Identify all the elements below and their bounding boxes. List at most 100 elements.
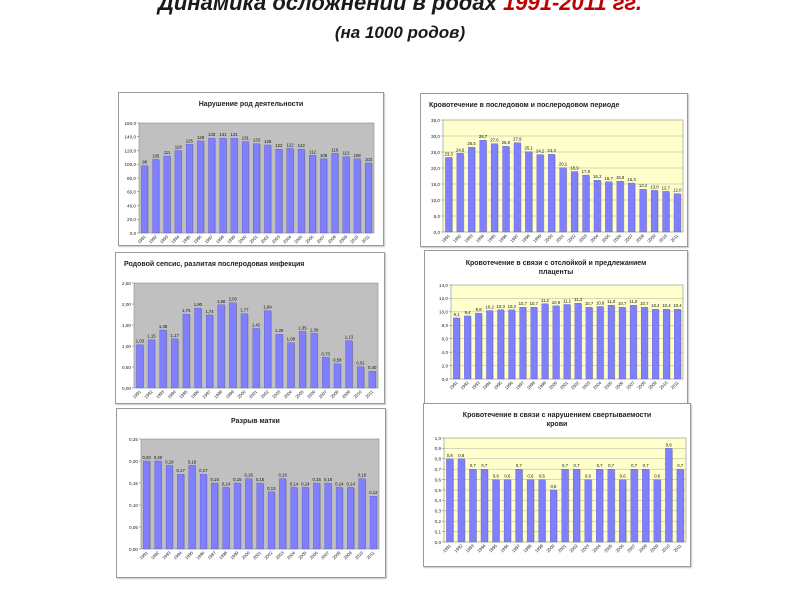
bar: [582, 174, 590, 233]
x-tick-label: 2006: [612, 233, 623, 244]
x-tick-label: 2003: [271, 234, 282, 245]
y-tick-label: 6,0: [442, 337, 449, 342]
data-label: 10,4: [662, 303, 671, 308]
x-tick-label: 2006: [615, 543, 626, 554]
bar: [456, 153, 464, 233]
bar: [475, 313, 482, 380]
x-tick-label: 2000: [241, 550, 252, 561]
y-tick-label: 1,0: [435, 436, 442, 441]
bar: [552, 305, 560, 380]
data-label: 131: [219, 132, 227, 137]
y-tick-label: 0,10: [129, 503, 138, 508]
y-tick-label: 5,0: [434, 214, 441, 219]
bar: [267, 491, 275, 550]
y-tick-label: 12,0: [439, 296, 448, 301]
data-label: 1,03: [136, 339, 145, 344]
y-tick-label: 0,50: [122, 365, 131, 370]
x-tick-label: 1999: [532, 233, 543, 244]
bar: [616, 180, 624, 233]
data-label: 0,6: [585, 474, 592, 479]
bar: [322, 357, 330, 389]
bar: [607, 469, 615, 543]
x-tick-label: 1991: [139, 550, 150, 561]
x-tick-label: 1995: [181, 234, 192, 245]
data-label: 0,7: [643, 463, 650, 468]
data-label: 0,6: [539, 474, 546, 479]
data-label: 131: [231, 132, 239, 137]
chart-svg: 0,0 20,0 40,0 60,0 80,0 100,0 120,0 140,0 160,0 9…: [125, 121, 375, 245]
bar: [222, 487, 230, 550]
data-label: 27,6: [490, 138, 499, 143]
data-label: 0,7: [631, 463, 638, 468]
x-tick-label: 2001: [559, 380, 570, 391]
data-label: 122: [298, 143, 306, 148]
data-label: 11,0: [629, 299, 638, 304]
bar: [347, 487, 355, 550]
bar: [171, 338, 179, 389]
x-tick-label: 1999: [229, 550, 240, 561]
data-label: 0,8: [458, 453, 465, 458]
y-tick-label: 35,0: [431, 118, 440, 123]
x-tick-label: 2003: [580, 543, 591, 554]
bar: [525, 151, 533, 233]
x-tick-label: 1996: [190, 389, 201, 400]
y-tick-label: 1,00: [122, 344, 131, 349]
bar: [486, 310, 494, 380]
bar: [165, 465, 173, 550]
x-tick-label: 1999: [226, 234, 237, 245]
data-label: 28,7: [479, 134, 488, 139]
bar: [194, 308, 202, 389]
chart-title: Кровотечение в связи с нарушением сверты…: [462, 412, 652, 428]
x-tick-label: 2006: [614, 380, 625, 391]
x-tick-label: 2003: [578, 233, 589, 244]
data-label: 0,40: [368, 365, 377, 370]
y-tick-label: 1,50: [122, 323, 131, 328]
x-tick-label: 2011: [364, 389, 375, 400]
data-label: 0,15: [256, 477, 265, 482]
bar: [219, 137, 227, 234]
y-tick-label: 0,00: [122, 386, 131, 391]
bar: [230, 137, 238, 234]
x-tick-label: 2008: [329, 389, 340, 400]
bar: [446, 458, 454, 543]
data-label: 26,5: [467, 141, 476, 146]
data-label: 1,08: [287, 337, 296, 342]
data-label: 0,51: [356, 361, 365, 366]
bar: [526, 479, 534, 543]
y-tick-label: 0,0: [442, 377, 449, 382]
x-tick-label: 2008: [635, 233, 646, 244]
data-label: 0,14: [346, 481, 355, 486]
bar: [275, 148, 283, 234]
data-label: 1,28: [275, 328, 284, 333]
bar: [457, 458, 465, 543]
x-tick-label: 2010: [658, 380, 669, 391]
data-label: 11,1: [563, 298, 572, 303]
chart-title: Нарушение род деятельности: [198, 101, 304, 108]
bar: [639, 188, 647, 233]
x-tick-label: 1992: [459, 380, 470, 391]
data-label: 0,6: [527, 474, 534, 479]
x-tick-label: 2002: [568, 543, 579, 554]
y-tick-label: 0,15: [129, 481, 138, 486]
data-label: 16,2: [593, 174, 602, 179]
bar: [229, 302, 237, 389]
data-label: 10,7: [530, 301, 539, 306]
x-tick-label: 1994: [475, 233, 486, 244]
bar: [188, 465, 196, 550]
bar: [264, 310, 272, 389]
x-tick-label: 1994: [170, 234, 181, 245]
bar: [445, 157, 453, 233]
data-label: 0,13: [267, 486, 276, 491]
x-tick-label: 2003: [581, 380, 592, 391]
x-tick-label: 1991: [137, 234, 148, 245]
data-label: 98: [142, 160, 147, 165]
x-tick-label: 2004: [589, 233, 600, 244]
data-label: 1,84: [263, 305, 272, 310]
data-label: 24,3: [547, 148, 556, 153]
bar: [335, 487, 343, 550]
y-tick-label: 2,00: [122, 302, 131, 307]
data-label: 103: [365, 157, 373, 162]
data-label: 0,7: [481, 463, 488, 468]
y-tick-label: 0,3: [435, 509, 442, 514]
bar: [628, 182, 636, 233]
